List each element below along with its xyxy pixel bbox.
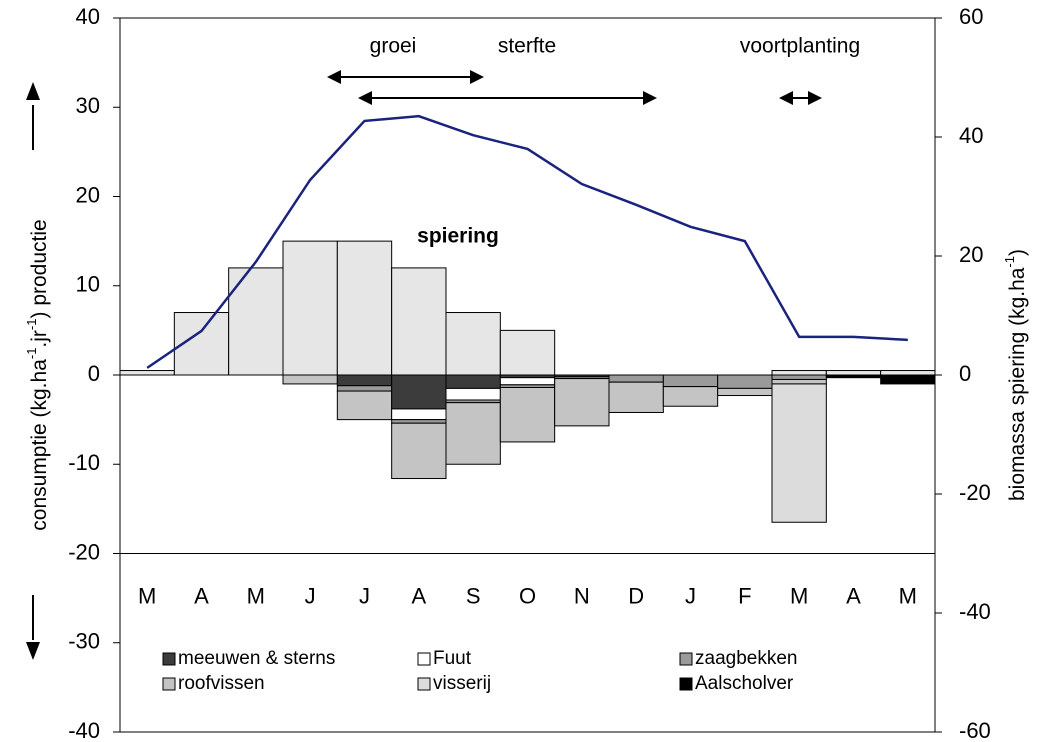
y2-tick-label: -60 [959, 718, 991, 742]
y-tick-label: 30 [76, 93, 100, 118]
consumption-bar [336, 390, 393, 421]
legend-label: zaagbekken [695, 648, 797, 669]
y-tick-label: -30 [68, 629, 100, 654]
annotation: voortplanting [740, 35, 860, 58]
label-part: ) [1006, 249, 1029, 256]
x-tick-label: J [305, 583, 316, 608]
production-bar [282, 240, 338, 376]
consumption-bar [445, 402, 501, 465]
consumption-bar [391, 408, 447, 421]
consumption-bar [825, 374, 882, 379]
biomass-line [146, 114, 908, 369]
x-tick-label: S [466, 583, 481, 608]
consumption-bar [554, 378, 610, 427]
y-tick-label: -40 [68, 718, 100, 742]
consumption-bar [391, 422, 447, 480]
arrows [26, 70, 822, 660]
annotation: spiering [417, 225, 499, 248]
label-part: consumptie (kg.ha [28, 359, 51, 531]
consumption-bar [771, 383, 827, 523]
x-tick-label: J [685, 583, 696, 608]
legend-label: visserij [433, 673, 491, 694]
production-bar [336, 240, 393, 376]
consumption-bar [608, 374, 664, 383]
consumption-bar [717, 374, 773, 389]
production-bar [880, 370, 936, 376]
legend-swatch [679, 677, 693, 691]
label-part: biomassa spiering (kg.ha [1006, 267, 1029, 501]
y-tick-label: 0 [88, 361, 100, 386]
consumption-bar [336, 374, 393, 387]
legend-swatch [417, 652, 431, 666]
y-tick-label: 20 [76, 182, 100, 207]
consumption-bar [771, 374, 827, 380]
consumption-bar [336, 385, 393, 392]
consumption-bar [391, 374, 447, 410]
legend-swatch [417, 677, 431, 691]
consumption-bar [662, 374, 719, 388]
consumption-bar [608, 381, 664, 413]
x-tick-label: J [359, 583, 370, 608]
label-part: -1 [24, 319, 39, 331]
legend-label: meeuwen & sterns [178, 648, 335, 669]
consumption-bar [771, 378, 827, 385]
x-tick-label: D [628, 583, 644, 608]
legend-label: Aalscholver [695, 673, 794, 694]
y-axis-label: consumptie (kg.ha-1.jr-1) productie [24, 219, 51, 530]
x-tick-label: O [519, 583, 536, 608]
production-bar [391, 267, 447, 376]
consumption-bar [717, 387, 773, 397]
y-tick-label: -20 [68, 539, 100, 564]
label-part: ) productie [28, 219, 51, 318]
x-tick-label: N [574, 583, 590, 608]
consumption-bar [499, 377, 556, 386]
legend-swatch [162, 652, 176, 666]
y-tick-label: 40 [76, 4, 100, 29]
y2-tick-label: 40 [959, 123, 983, 148]
consumption-bar [445, 374, 501, 389]
production-bar [228, 267, 284, 376]
y-tick-label: 10 [76, 272, 100, 297]
legend-label: roofvissen [178, 673, 265, 694]
production-bar [499, 329, 556, 376]
consumption-bar [880, 374, 936, 385]
consumption-bar [391, 419, 447, 424]
production-bar [445, 312, 501, 376]
y2-tick-label: -20 [959, 480, 991, 505]
consumption-bar [282, 374, 338, 385]
annotation: groei [370, 35, 417, 58]
production-bar [771, 370, 827, 376]
y2-tick-label: 20 [959, 242, 983, 267]
legend-swatch [679, 652, 693, 666]
x-tick-label: A [194, 583, 209, 608]
production-bar [119, 370, 175, 376]
y2-tick-label: -40 [959, 599, 991, 624]
x-tick-label: M [247, 583, 265, 608]
x-tick-label: A [846, 583, 861, 608]
label-part: -1 [24, 348, 39, 360]
y2-tick-label: 0 [959, 361, 971, 386]
y2-tick-label: 60 [959, 4, 983, 29]
legend-swatch [162, 677, 176, 691]
consumption-bar [662, 386, 719, 407]
production-bar [825, 370, 882, 376]
y-tick-label: -10 [68, 450, 100, 475]
label-part: -1 [1002, 256, 1017, 268]
annotation: sterfte [498, 35, 556, 58]
x-tick-label: A [411, 583, 426, 608]
label-part: .jr [28, 330, 51, 348]
x-tick-label: M [790, 583, 808, 608]
y2-axis-label: biomassa spiering (kg.ha-1) [1002, 249, 1029, 501]
x-tick-label: M [899, 583, 917, 608]
x-tick-label: M [138, 583, 156, 608]
consumption-bar [499, 386, 556, 443]
legend-label: Fuut [433, 648, 472, 669]
consumption-bar [445, 387, 501, 401]
x-tick-label: F [738, 583, 751, 608]
